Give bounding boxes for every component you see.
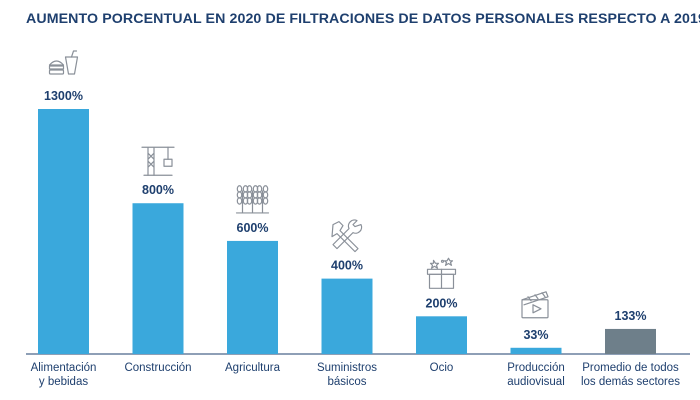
data-label: 1300% (44, 89, 83, 103)
category-label: audiovisual (507, 376, 565, 388)
category-label: Agricultura (225, 362, 281, 374)
bar (227, 240, 278, 354)
category-label: básicos (328, 376, 367, 388)
category-label: y bebidas (39, 376, 88, 388)
bar (510, 347, 562, 354)
food-drink-icon (48, 50, 79, 75)
data-label: 33% (523, 328, 548, 342)
bar (605, 328, 656, 354)
construction-crane-icon (141, 146, 175, 176)
bar (132, 203, 184, 354)
category-label: Suministros (317, 362, 377, 374)
bar (321, 278, 373, 354)
category-label: los demás sectores (581, 376, 680, 388)
gift-box-icon (426, 257, 457, 289)
data-label: 200% (426, 296, 458, 310)
category-label: Alimentación (31, 362, 97, 374)
data-label: 133% (615, 309, 647, 323)
bar (416, 316, 467, 354)
category-label: Promedio de todos (582, 362, 679, 374)
wheat-icon (235, 185, 270, 214)
bar (38, 109, 89, 354)
data-label: 800% (142, 183, 174, 197)
clapperboard-icon (521, 291, 549, 319)
category-label: Ocio (430, 362, 454, 374)
data-label: 600% (237, 221, 269, 235)
data-label: 400% (331, 259, 363, 273)
category-label: Producción (507, 362, 565, 374)
tools-icon (331, 219, 363, 253)
chart-title: AUMENTO PORCENTUAL EN 2020 DE FILTRACION… (26, 11, 700, 27)
category-label: Construcción (124, 362, 191, 374)
